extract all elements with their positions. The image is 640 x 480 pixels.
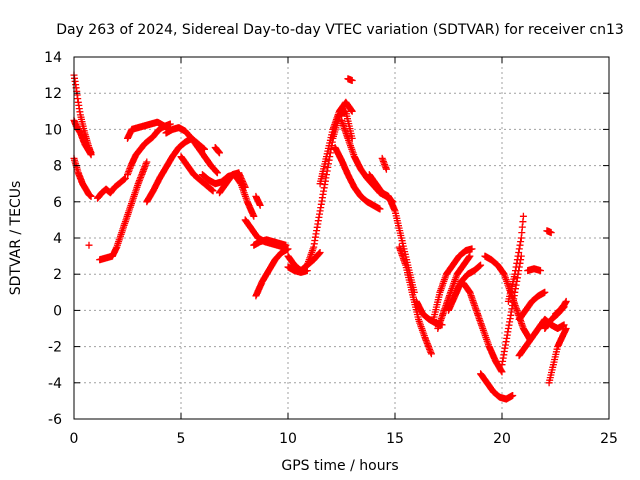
x-tick-label: 25 — [600, 431, 618, 447]
series-arc-43 — [545, 325, 570, 387]
data-series — [70, 71, 570, 403]
series-arc-27 — [378, 154, 390, 173]
series-arc-25 — [331, 144, 384, 213]
plus-markers — [96, 158, 151, 264]
plus-markers — [331, 144, 384, 213]
y-tick-label: 10 — [44, 122, 62, 138]
y-tick-label: 14 — [44, 50, 62, 66]
plus-markers — [124, 118, 174, 142]
plus-markers — [316, 98, 356, 188]
series-arc-32 — [445, 261, 485, 314]
y-tick-label: -4 — [48, 376, 62, 392]
plus-markers — [524, 265, 544, 275]
y-tick-label: 4 — [53, 231, 62, 247]
series-arc-17 — [252, 245, 292, 300]
series-arc-44 — [552, 297, 570, 318]
plus-markers — [162, 124, 221, 177]
plus-markers — [545, 325, 570, 387]
series-arc-22 — [316, 98, 356, 188]
series-arc-23 — [344, 75, 356, 84]
plus-markers — [552, 297, 570, 318]
series-arc-16 — [250, 236, 290, 249]
plus-markers — [434, 252, 474, 332]
series-arc-08 — [124, 118, 174, 142]
plus-markers — [395, 243, 435, 358]
plot-frame — [73, 56, 610, 420]
series-arc-38 — [515, 288, 549, 323]
series-arc-34 — [477, 370, 517, 403]
series-arc-24 — [338, 116, 397, 206]
x-axis-title: GPS time / hours — [281, 458, 398, 474]
plus-markers — [445, 261, 485, 314]
series-arc-30 — [430, 245, 476, 323]
series-arc-11 — [177, 153, 217, 195]
y-tick-label: -2 — [48, 340, 62, 356]
y-axis-title: SDTVAR / TECUs — [8, 181, 24, 296]
y-tick-label: 12 — [44, 86, 62, 102]
series-arc-05 — [94, 174, 129, 202]
plus-markers — [216, 169, 249, 197]
plus-markers — [504, 212, 527, 305]
series-arc-37 — [504, 212, 527, 305]
x-tick-label: 5 — [177, 431, 186, 447]
plus-markers — [284, 263, 311, 276]
series-arc-10 — [162, 124, 221, 177]
plus-markers — [177, 153, 217, 195]
plus-markers — [460, 279, 506, 376]
y-tick-label: 2 — [53, 267, 62, 283]
y-tick-label: 0 — [53, 303, 62, 319]
y-tick-label: 6 — [53, 195, 62, 211]
series-arc-41 — [543, 227, 555, 237]
y-tick-label: -6 — [48, 412, 62, 428]
plus-markers — [85, 241, 93, 249]
series-arc-33 — [460, 279, 506, 376]
x-tick-label: 10 — [279, 431, 297, 447]
plus-markers — [378, 154, 390, 173]
plus-markers — [477, 370, 517, 403]
plus-markers — [211, 144, 223, 157]
y-tick-label: 8 — [53, 159, 62, 175]
series-arc-14 — [216, 169, 249, 197]
series-arc-40 — [524, 265, 544, 275]
axis-ticks: 0 5 10 15 20 25 -6 -4 -2 0 2 4 6 8 10 12 14 — [44, 50, 618, 447]
x-tick-label: 0 — [70, 431, 79, 447]
series-arc-31 — [434, 252, 474, 332]
plus-markers — [252, 192, 264, 209]
series-arc-18 — [252, 192, 264, 209]
series-arc-20 — [284, 263, 311, 276]
plus-markers — [543, 227, 555, 237]
plus-markers — [252, 245, 292, 300]
plus-markers — [94, 174, 129, 202]
plus-markers — [515, 288, 549, 323]
series-arc-13 — [211, 144, 223, 157]
plus-markers — [344, 75, 356, 84]
series-arc-06 — [96, 158, 151, 264]
plus-markers — [250, 236, 290, 249]
plus-markers — [430, 245, 476, 323]
plus-markers — [338, 116, 397, 206]
x-tick-label: 20 — [493, 431, 511, 447]
series-arc-28 — [395, 243, 435, 358]
x-tick-label: 15 — [386, 431, 404, 447]
chart-title: Day 263 of 2024, Sidereal Day-to-day VTE… — [56, 22, 624, 38]
series-arc-04 — [85, 241, 93, 249]
